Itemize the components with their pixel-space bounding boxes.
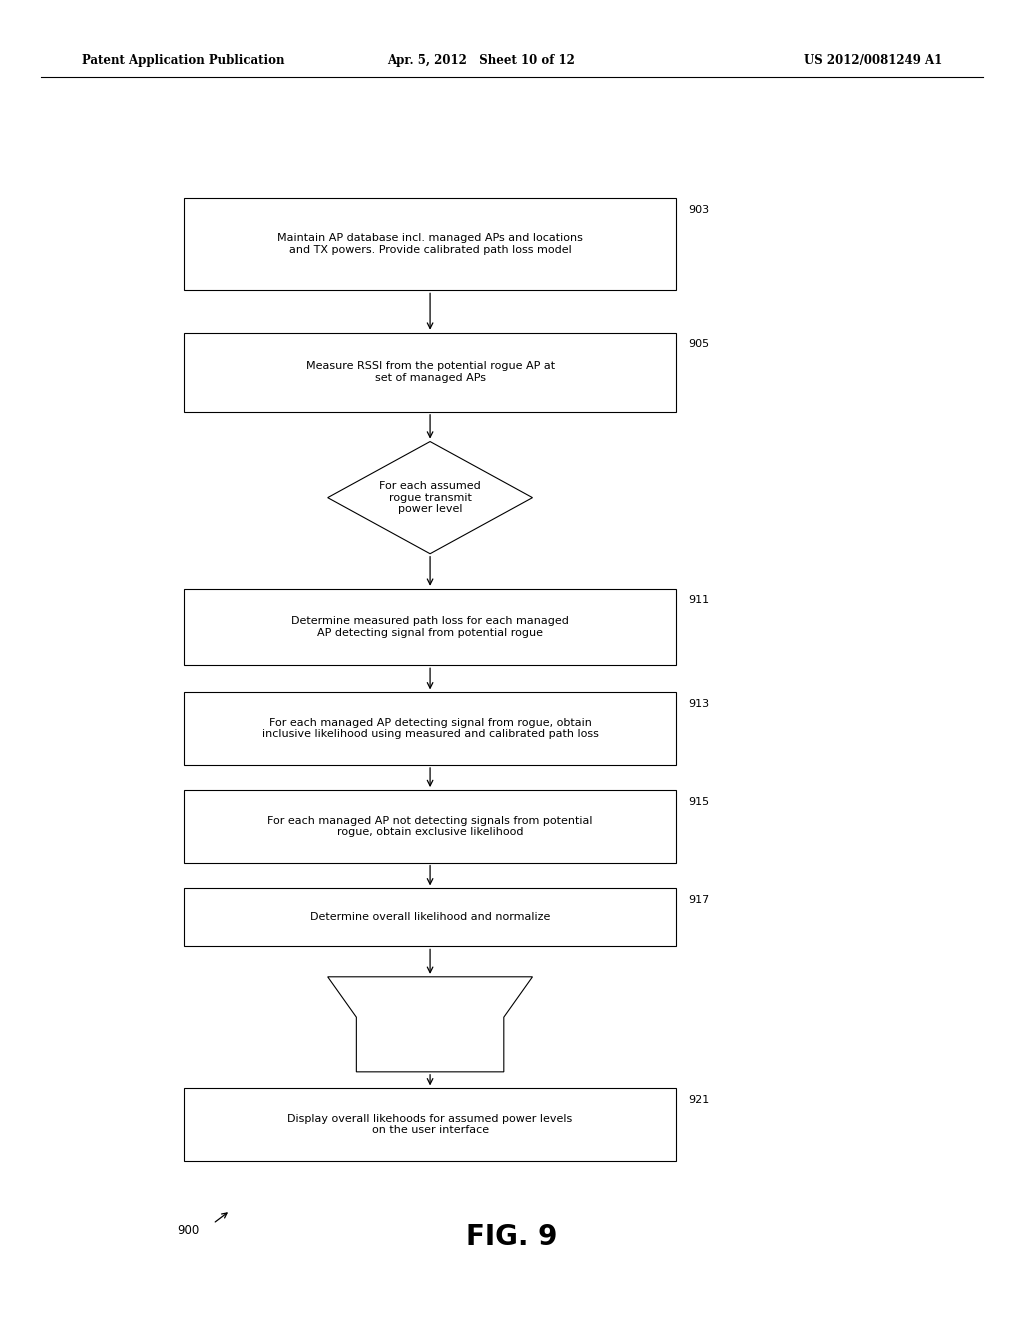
Text: Maintain AP database incl. managed APs and locations
and TX powers. Provide cali: Maintain AP database incl. managed APs a… [278,234,583,255]
Text: US 2012/0081249 A1: US 2012/0081249 A1 [804,54,942,67]
Text: Determine measured path loss for each managed
AP detecting signal from potential: Determine measured path loss for each ma… [291,616,569,638]
Text: 900: 900 [177,1224,200,1237]
Polygon shape [328,977,532,1072]
Text: Determine overall likelihood and normalize: Determine overall likelihood and normali… [310,912,550,923]
FancyBboxPatch shape [184,333,676,412]
Text: For each assumed
rogue transmit
power level: For each assumed rogue transmit power le… [379,480,481,515]
Text: Measure RSSI from the potential rogue AP at
set of managed APs: Measure RSSI from the potential rogue AP… [305,362,555,383]
Text: 915: 915 [688,796,710,807]
Text: For each managed AP detecting signal from rogue, obtain
inclusive likelihood usi: For each managed AP detecting signal fro… [262,718,598,739]
Text: 905: 905 [688,339,710,350]
Text: FIG. 9: FIG. 9 [466,1222,558,1251]
Text: For each managed AP not detecting signals from potential
rogue, obtain exclusive: For each managed AP not detecting signal… [267,816,593,837]
Text: Patent Application Publication: Patent Application Publication [82,54,285,67]
Text: 913: 913 [688,700,710,709]
Text: Apr. 5, 2012   Sheet 10 of 12: Apr. 5, 2012 Sheet 10 of 12 [387,54,575,67]
FancyBboxPatch shape [184,198,676,290]
Polygon shape [328,441,532,554]
FancyBboxPatch shape [184,888,676,946]
Text: 921: 921 [688,1096,710,1105]
FancyBboxPatch shape [184,1088,676,1162]
FancyBboxPatch shape [184,789,676,863]
FancyBboxPatch shape [184,692,676,766]
Text: 911: 911 [688,595,710,606]
FancyBboxPatch shape [184,589,676,665]
Text: Display overall likehoods for assumed power levels
on the user interface: Display overall likehoods for assumed po… [288,1114,572,1135]
Text: 903: 903 [688,205,710,215]
Text: 917: 917 [688,895,710,906]
